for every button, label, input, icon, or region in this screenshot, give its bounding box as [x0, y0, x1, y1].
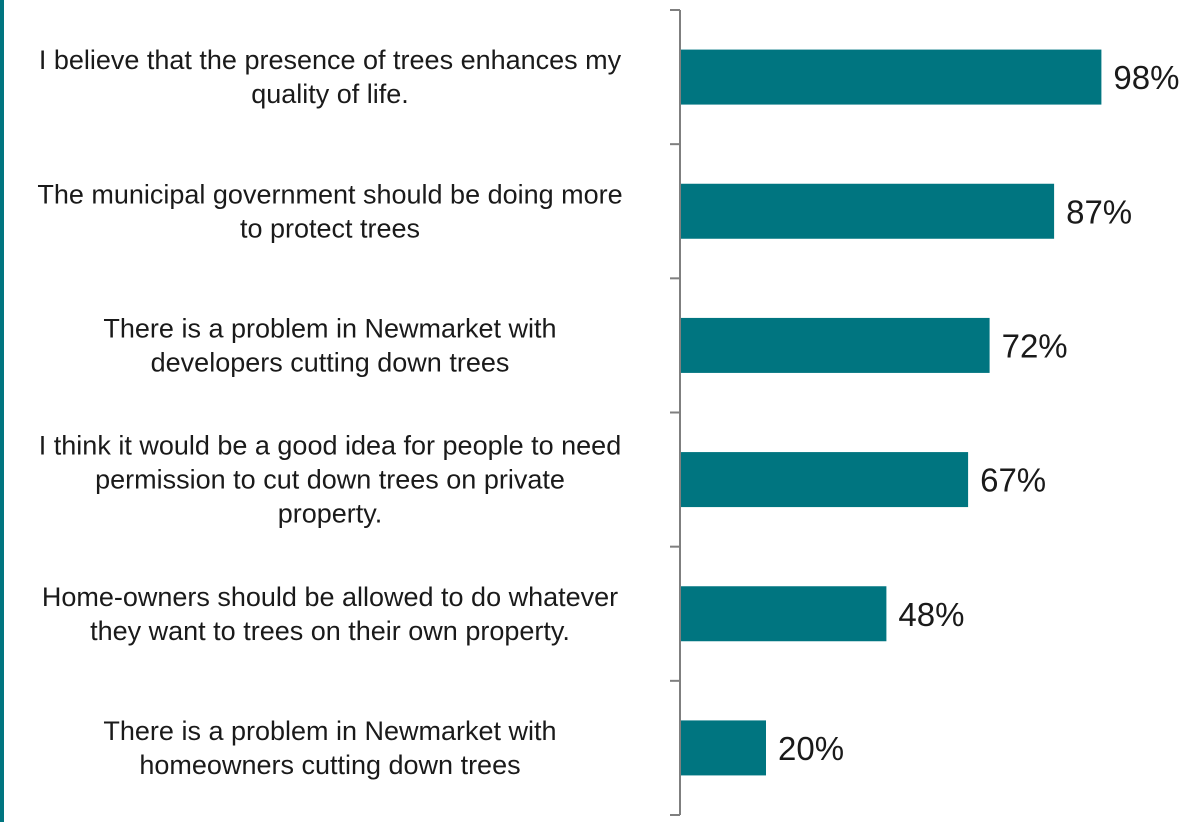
value-label-6: 20% — [778, 730, 844, 767]
left-edge-accent — [0, 0, 4, 822]
bar-5 — [680, 586, 887, 642]
value-label-2: 87% — [1066, 193, 1132, 230]
value-label-5: 48% — [898, 596, 964, 633]
value-label-3: 72% — [1002, 327, 1068, 364]
category-label-1: I believe that the presence of trees enh… — [39, 45, 622, 109]
value-label-4: 67% — [980, 462, 1046, 499]
category-label-6: There is a problem in Newmarket with home… — [103, 716, 556, 780]
category-label-3: There is a problem in Newmarket with deve… — [103, 313, 556, 377]
category-label-2: The municipal government should be doing… — [37, 179, 622, 243]
value-label-1: 98% — [1113, 59, 1179, 96]
category-label-4: I think it would be a good idea for peop… — [39, 431, 621, 529]
bar-2 — [680, 183, 1055, 239]
bar-1 — [680, 49, 1102, 105]
bar-4 — [680, 452, 969, 508]
bar-6 — [680, 720, 766, 776]
bar-3 — [680, 317, 990, 373]
category-label-5: Home-owners should be allowed to do what… — [42, 582, 618, 646]
